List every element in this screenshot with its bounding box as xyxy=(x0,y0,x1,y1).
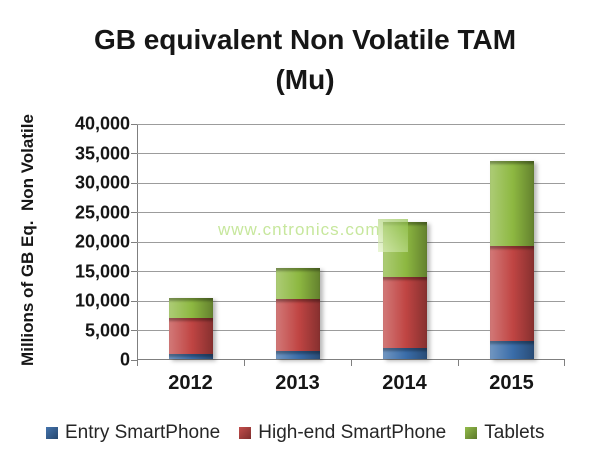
y-tick-label-20000: 20,000 xyxy=(74,231,130,252)
y-tick-label-35000: 35,000 xyxy=(74,143,130,163)
plot-area xyxy=(131,123,565,366)
x-tick-mark-4 xyxy=(564,360,565,366)
legend-item-high-end-smartphone: High-end SmartPhone xyxy=(239,422,446,444)
y-tick-label-25000: 25,000 xyxy=(74,202,130,222)
y-tick-mark-40000 xyxy=(131,123,137,125)
bar-2015 xyxy=(489,160,534,359)
x-axis-tick-labels: 2012 2013 2014 2015 xyxy=(137,372,565,398)
bar-2015-segment-high-end-smartphone xyxy=(489,245,534,341)
y-tick-mark-20000 xyxy=(131,241,137,243)
x-tick-mark-2 xyxy=(351,360,352,366)
x-tick-mark-3 xyxy=(458,360,459,366)
y-tick-mark-30000 xyxy=(131,182,137,184)
y-tick-mark-5000 xyxy=(131,330,137,331)
gridline-25000 xyxy=(137,212,565,213)
bar-2013-segment-entry-smartphone xyxy=(275,350,320,359)
y-tick-mark-35000 xyxy=(131,153,137,154)
bar-2013-segment-high-end-smartphone xyxy=(275,299,320,351)
legend-item-tablets: Tablets xyxy=(465,422,544,444)
legend-item-entry-smartphone: Entry SmartPhone xyxy=(46,422,220,444)
y-tick-label-30000: 30,000 xyxy=(74,172,130,193)
x-tick-mark-1 xyxy=(244,360,245,366)
y-tick-label-0: 0 xyxy=(119,349,130,370)
legend-swatch-high-end-smartphone xyxy=(239,427,252,439)
x-tick-label-2013: 2013 xyxy=(275,372,320,394)
x-tick-label-2014: 2014 xyxy=(382,372,427,394)
bar-2014-segment-high-end-smartphone xyxy=(382,277,427,348)
legend: Entry SmartPhone High-end SmartPhone Table… xyxy=(46,422,544,444)
chart-title-line1: GB equivalent Non Volatile TAM xyxy=(93,24,517,55)
bar-2012 xyxy=(168,298,213,359)
legend-swatch-tablets xyxy=(465,427,478,439)
gridline-30000 xyxy=(137,182,565,184)
gridline-15000 xyxy=(137,271,565,272)
legend-swatch-entry-smartphone xyxy=(46,427,58,439)
bar-2013-segment-tablets xyxy=(275,267,320,300)
bar-2014-segment-entry-smartphone xyxy=(382,347,427,359)
gridline-20000 xyxy=(137,241,565,243)
x-tick-label-2012: 2012 xyxy=(168,372,213,394)
gridline-5000 xyxy=(137,330,565,331)
x-tick-label-2015: 2015 xyxy=(489,372,534,394)
bar-2012-segment-high-end-smartphone xyxy=(168,318,213,355)
chart-title: GB equivalent Non Volatile TAM (Mu) xyxy=(0,20,610,100)
watermark-text: www.cntronics.com xyxy=(218,220,381,239)
legend-label: Entry SmartPhone xyxy=(65,422,221,443)
y-tick-mark-0 xyxy=(131,359,137,361)
bar-2012-segment-tablets xyxy=(168,298,213,319)
x-tick-mark-0 xyxy=(137,360,138,366)
x-axis-line xyxy=(137,359,565,360)
y-tick-mark-25000 xyxy=(131,212,137,213)
y-tick-mark-15000 xyxy=(131,271,137,272)
legend-label: Tablets xyxy=(484,422,545,443)
watermark-logo-square xyxy=(378,219,408,252)
y-tick-label-5000: 5,000 xyxy=(84,320,130,340)
chart-title-line2: (Mu) xyxy=(275,64,335,95)
bar-2013 xyxy=(275,267,320,359)
y-tick-label-15000: 15,000 xyxy=(74,261,130,281)
gridline-35000 xyxy=(137,153,565,154)
y-axis-tick-labels: 0 5,000 10,000 15,000 20,000 25,000 30,000 35,0… xyxy=(36,114,130,370)
y-tick-label-10000: 10,000 xyxy=(74,290,130,311)
gridline-10000 xyxy=(137,300,565,302)
bar-2015-segment-tablets xyxy=(489,160,534,246)
gridline-40000 xyxy=(137,123,565,125)
legend-label: High-end SmartPhone xyxy=(258,422,447,443)
bar-2015-segment-entry-smartphone xyxy=(489,340,534,359)
y-tick-mark-10000 xyxy=(131,300,137,302)
y-tick-label-40000: 40,000 xyxy=(74,113,130,134)
bar-2012-segment-entry-smartphone xyxy=(168,354,213,359)
